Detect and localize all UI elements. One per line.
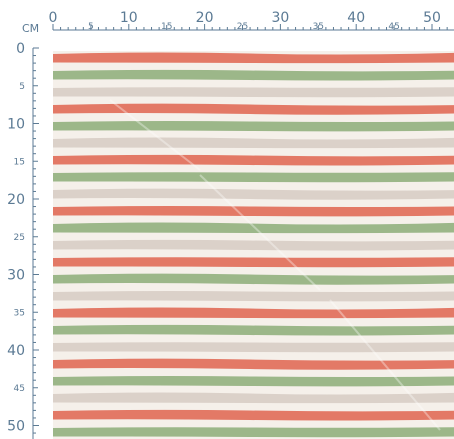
left-minor-label: 5 — [19, 82, 25, 92]
left-minor-label: 35 — [14, 308, 25, 318]
stripe-red — [53, 358, 454, 370]
top-minor-label: 35 — [313, 22, 324, 32]
stripe-red — [53, 103, 454, 115]
stripe-green — [53, 69, 454, 81]
left-major-label: 10 — [7, 117, 25, 133]
stripe-red — [53, 206, 454, 217]
left-major-label: 30 — [7, 268, 25, 284]
stripe-green — [53, 172, 454, 183]
stripe-taupe — [53, 291, 454, 302]
stripe-red — [53, 257, 454, 268]
left-major-label: 40 — [7, 343, 25, 359]
stripe-red — [53, 409, 454, 421]
fabric-sheen — [329, 299, 441, 431]
top-major-label: 0 — [49, 10, 58, 26]
fabric-swatch — [53, 51, 454, 439]
stripe-red — [53, 52, 454, 64]
stripe-taupe — [53, 342, 454, 353]
ruler: CM 0 10 20 30 40 50 5 15 25 35 45 0 10 20 30 40 50 5 15 25 3… — [7, 10, 454, 439]
top-minor-label: 15 — [161, 22, 172, 32]
left-major-label: 50 — [7, 419, 25, 435]
top-minor-label: 45 — [388, 22, 399, 32]
stripe-red — [53, 307, 454, 319]
top-minor-label: 25 — [237, 22, 248, 32]
stripe-green — [53, 121, 454, 132]
left-major-label: 0 — [16, 41, 25, 57]
top-major-label: 20 — [196, 10, 214, 26]
stripe-green — [53, 376, 454, 387]
fabric-sheen — [109, 99, 201, 171]
stripe-taupe — [53, 392, 454, 404]
left-minor-label: 15 — [14, 157, 25, 167]
unit-label: CM — [22, 22, 39, 35]
stripe-green — [53, 222, 454, 234]
stripe-taupe — [53, 188, 454, 200]
stripe-green — [53, 273, 454, 285]
left-major-label: 20 — [7, 192, 25, 208]
stripe-green — [53, 427, 454, 438]
stripe-green — [53, 324, 454, 336]
top-major-label: 30 — [271, 10, 289, 26]
top-minor-label: 5 — [88, 22, 94, 32]
top-major-label: 50 — [423, 10, 441, 26]
stripe-taupe — [53, 239, 454, 251]
stripe-taupe — [53, 87, 454, 98]
top-major-label: 10 — [120, 10, 138, 26]
left-minor-label: 45 — [14, 384, 25, 394]
fabric-sheen — [199, 174, 321, 291]
stripe-taupe — [53, 137, 454, 149]
left-minor-label: 25 — [14, 233, 25, 243]
stripe-red — [53, 154, 454, 166]
top-major-label: 40 — [347, 10, 365, 26]
